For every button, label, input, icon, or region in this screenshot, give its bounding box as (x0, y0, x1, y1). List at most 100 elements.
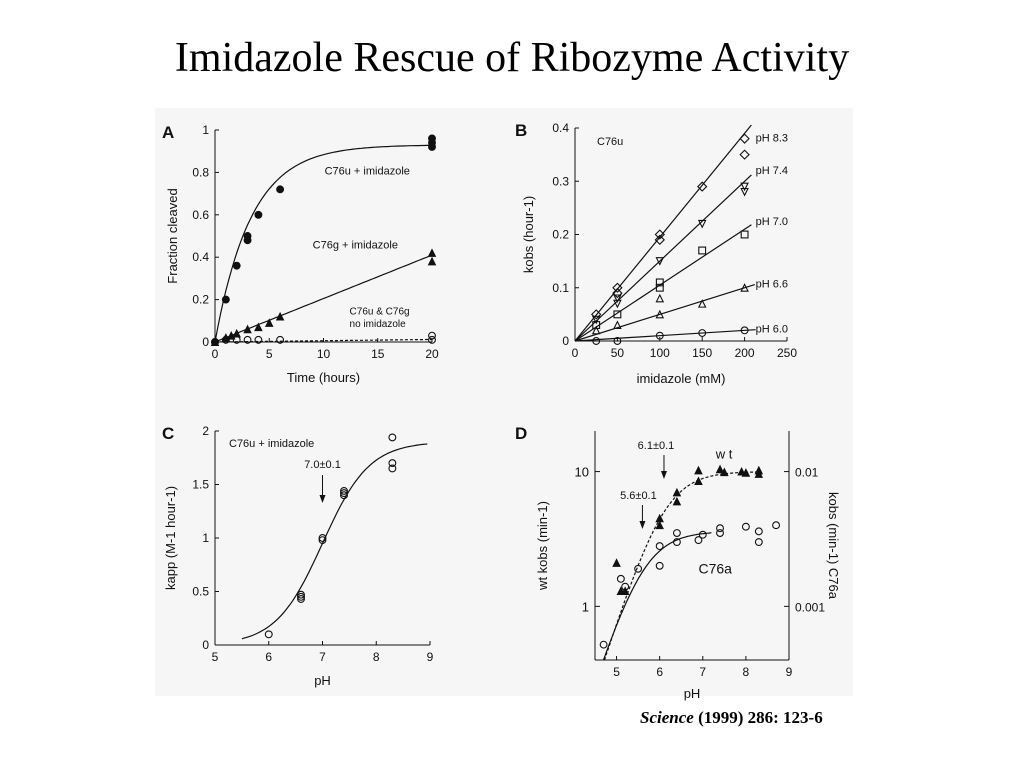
panel-b-data-point (655, 293, 665, 303)
panel-c-data-point (388, 459, 397, 468)
panel-d-data-point (741, 522, 750, 531)
panel-d-data-point (720, 467, 729, 477)
panel-c-data-point (318, 534, 327, 542)
panel-c-x-tick-label: 9 (427, 650, 434, 664)
panel-b-y-tick-label: 0.2 (552, 228, 569, 242)
panel-d-data-point (694, 536, 703, 545)
panel-c-data-point (388, 464, 397, 473)
panel-d-data-point (694, 465, 703, 475)
panel-a-y-tick-label: 0.6 (192, 208, 209, 222)
panel-c-data-point (318, 536, 327, 545)
panel-c-annotation: C76u + imidazole (229, 438, 314, 450)
panel-a-x-tick-label: 0 (212, 347, 219, 361)
panel-a-fit-line-2 (215, 338, 432, 343)
panel-a-y-label: Fraction cleaved (165, 188, 180, 283)
panel-d-data-point (620, 586, 630, 595)
panel-b-data-point (592, 321, 601, 329)
panel-b-data-point (613, 299, 622, 309)
panel-d-data-point (672, 496, 682, 506)
panel-c-data-point (340, 491, 348, 500)
panel-a-data-point (264, 318, 274, 327)
panel-a-y-tick-label: 0.4 (192, 250, 209, 264)
panel-c-y-tick-label: 1.5 (192, 478, 209, 492)
panel-a-y-tick-label: 0.2 (192, 293, 209, 307)
panel-d-data-point (599, 640, 608, 649)
panel-c-x-tick-label: 5 (212, 650, 219, 664)
panel-d-data-point (716, 524, 724, 533)
panel-a-data-point (254, 210, 263, 219)
panel-d-data-point (694, 476, 703, 486)
panel-b-data-point (697, 181, 708, 192)
panel-a-x-tick-label: 10 (317, 347, 331, 361)
panel-b-x-tick-label: 0 (572, 346, 579, 360)
panel-b-data-point (655, 257, 665, 266)
panel-d-data-point (715, 464, 725, 474)
panel-c-x-tick-label: 6 (265, 650, 272, 664)
panel-d-data-point (621, 582, 630, 591)
panel-b-data-point (740, 230, 749, 239)
panel-b-data-point (739, 133, 750, 144)
panel-d-y-label-left: wt kobs (min-1) (535, 501, 550, 591)
panel-c-y-label: kapp (M-1 hour-1) (163, 486, 178, 590)
panel-d-data-point (634, 564, 643, 573)
panel-d-data-point (698, 530, 707, 539)
panel-b-data-point (613, 310, 622, 319)
panel-a-series-label: no imidazole (350, 319, 407, 330)
panel-b-series-label: pH 6.0 (756, 324, 788, 336)
panel-b-data-point (654, 234, 665, 246)
panel-b-x-tick-label: 100 (650, 346, 670, 360)
panel-d-y-tick-label-left: 10 (575, 465, 589, 480)
panel-c-arrow-label: 7.0±0.1 (304, 459, 341, 471)
panel-d-data-point (672, 529, 681, 537)
panel-b-data-point (698, 246, 707, 255)
panel-b-series-label: pH 8.3 (756, 133, 788, 145)
panel-c-data-point (297, 595, 305, 603)
panel-d-fit-line-1 (603, 532, 712, 660)
panel-b-data-point (612, 282, 623, 293)
panel-d-x-tick-label: 5 (613, 665, 620, 679)
panel-c-x-tick-label: 8 (373, 650, 380, 664)
panel-b-y-tick-label: 0.1 (552, 281, 569, 295)
panel-d-x-tick-label: 9 (786, 665, 793, 679)
panel-a-fit-line-1 (214, 254, 433, 343)
panel-a-data-point (232, 261, 241, 270)
panel-b-fit-line-4 (574, 329, 756, 342)
panel-a-x-tick-label: 20 (425, 347, 439, 361)
panel-a-data-point (276, 335, 285, 344)
panel-b-data-point (655, 278, 664, 287)
panel-a-fit-line-0 (214, 144, 433, 343)
panel-a-y-tick-label: 0.8 (192, 165, 209, 179)
panel-a-data-point (243, 335, 252, 344)
panel-b-y-tick-label: 0.4 (552, 121, 569, 135)
panel-a-data-point (243, 232, 252, 240)
panel-c-fit-line (241, 443, 428, 640)
panel-d-y-tick-label-right: 0.001 (795, 600, 825, 614)
panel-b-y-label: kobs (hour-1) (521, 196, 536, 273)
panel-d-arrow-head (639, 521, 646, 529)
panel-d-data-point (655, 520, 664, 530)
panel-b-data-point (591, 325, 601, 335)
figure-background (155, 108, 853, 696)
panel-d-x-tick-label: 7 (699, 665, 706, 679)
panel-a-x-tick-label: 15 (371, 347, 385, 361)
panel-b-data-point (739, 149, 750, 160)
panel-d-data-point (754, 527, 763, 536)
panel-letter-a: A (162, 123, 174, 142)
panel-b-x-label: imidazole (mM) (637, 371, 726, 386)
panel-d-x-label: pH (684, 686, 701, 701)
panel-b-data-point (612, 287, 623, 299)
panel-a-data-point (221, 335, 230, 344)
panel-d-x-tick-label: 6 (656, 665, 663, 679)
panel-a-data-point (254, 322, 263, 332)
panel-a-y-tick-label: 0 (202, 335, 209, 349)
panel-d-data-point (655, 561, 664, 570)
panel-c-y-tick-label: 2 (202, 424, 209, 438)
panel-d-data-point (754, 469, 764, 478)
panel-c-arrow-head (319, 495, 326, 503)
panel-c-y-tick-label: 0.5 (192, 585, 209, 599)
panel-d-data-point (612, 558, 621, 567)
panel-a-series-label: C76g + imidazole (313, 240, 398, 252)
panel-a-data-point (232, 335, 241, 344)
panel-a-x-label: Time (hours) (287, 370, 360, 385)
